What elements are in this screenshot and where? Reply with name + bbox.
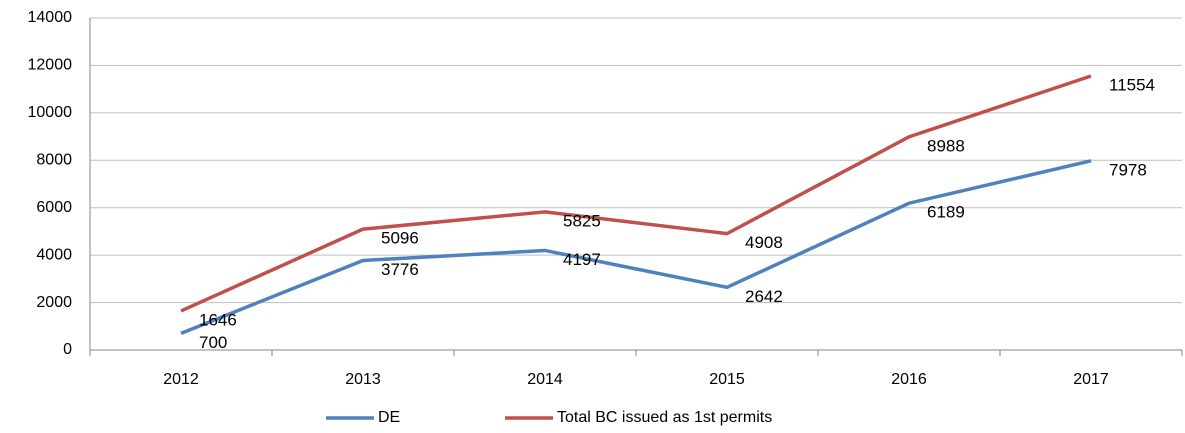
y-tick-label: 6000: [36, 199, 72, 216]
x-tick-label: 2014: [527, 371, 563, 388]
data-label: 700: [199, 333, 227, 352]
data-label: 6189: [927, 203, 965, 222]
data-label: 8988: [927, 136, 965, 155]
legend-label: DE: [378, 409, 400, 426]
x-tick-label: 2012: [163, 371, 199, 388]
y-tick-label: 8000: [36, 152, 72, 169]
y-tick-label: 12000: [28, 57, 73, 74]
y-tick-label: 4000: [36, 246, 72, 263]
data-line: [180, 74, 1092, 313]
y-tick-label: 0: [63, 341, 72, 358]
x-tick-label: 2016: [891, 371, 927, 388]
data-line: [180, 159, 1092, 336]
data-label: 5096: [381, 229, 419, 248]
data-label: 7978: [1109, 160, 1147, 179]
legend-label: Total BC issued as 1st permits: [557, 409, 772, 426]
data-label: 11554: [1109, 75, 1155, 94]
data-label: 5825: [563, 211, 601, 230]
y-tick-label: 10000: [28, 104, 73, 121]
x-tick-label: 2013: [345, 371, 381, 388]
data-label: 1646: [199, 310, 237, 329]
y-tick-label: 2000: [36, 294, 72, 311]
x-tick-label: 2017: [1073, 371, 1109, 388]
y-tick-label: 14000: [28, 9, 73, 26]
data-label: 2642: [745, 287, 783, 306]
data-label: 4908: [745, 233, 783, 252]
data-label: 4197: [563, 250, 601, 269]
x-tick-label: 2015: [709, 371, 745, 388]
data-label: 3776: [381, 260, 419, 279]
